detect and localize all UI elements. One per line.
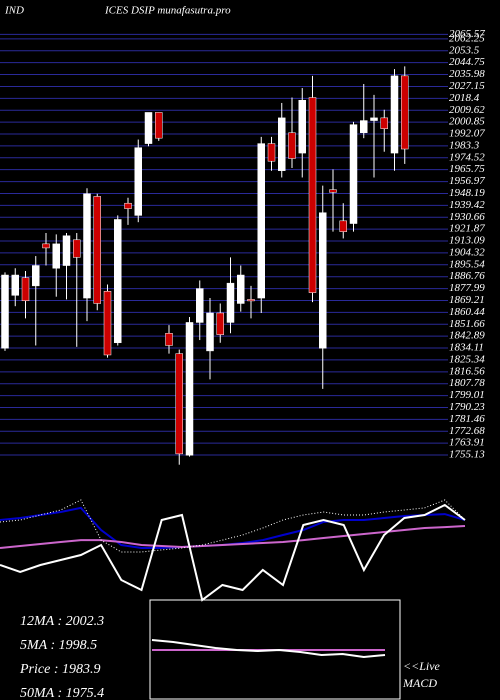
y-tick-label: 2053.5 xyxy=(449,44,480,56)
candle-body xyxy=(226,282,235,323)
y-tick-label: 1860.44 xyxy=(449,306,485,318)
y-tick-label: 2018.4 xyxy=(449,92,480,104)
candle-body xyxy=(124,202,132,209)
candle-body xyxy=(196,288,204,323)
candle-body xyxy=(185,322,194,456)
candle-body xyxy=(257,143,265,299)
y-tick-label: 2000.85 xyxy=(449,116,485,128)
y-tick-label: 1992.07 xyxy=(449,128,485,140)
candle-body xyxy=(247,299,255,302)
y-tick-label: 1834.11 xyxy=(449,342,484,354)
y-tick-label: 1755.13 xyxy=(449,449,485,461)
candle-body xyxy=(21,277,30,302)
y-tick-label: 1913.09 xyxy=(449,235,485,247)
y-tick-label: 1781.46 xyxy=(449,413,485,425)
candle-body xyxy=(52,243,60,269)
candle-body xyxy=(319,212,327,349)
candle-body xyxy=(42,243,50,249)
candle-body xyxy=(329,189,337,193)
y-tick-label: 2009.62 xyxy=(449,104,485,116)
candle-body xyxy=(144,112,153,144)
y-tick-label: 1939.42 xyxy=(449,199,485,211)
y-tick-label: 2027.15 xyxy=(449,80,485,92)
candle-body xyxy=(360,120,368,134)
y-tick-label: 1921.87 xyxy=(449,223,485,235)
candle-body xyxy=(278,117,286,171)
y-tick-label: 1974.52 xyxy=(449,151,485,163)
candle-body xyxy=(155,112,163,139)
y-tick-label: 1825.34 xyxy=(449,353,485,365)
candle-body xyxy=(165,333,173,346)
y-tick-label: 1807.78 xyxy=(449,377,485,389)
candle-body xyxy=(83,193,91,299)
candle-body xyxy=(103,291,112,356)
candle-body xyxy=(134,147,142,216)
candle-body xyxy=(1,274,9,349)
candle-body xyxy=(349,124,358,224)
y-tick-label: 1895.54 xyxy=(449,258,485,270)
y-tick-label: 1930.66 xyxy=(449,211,485,223)
candle-body xyxy=(114,219,122,344)
candle-body xyxy=(390,75,399,154)
y-tick-label: 1799.01 xyxy=(449,389,485,401)
y-tick-label: 1904.32 xyxy=(449,246,485,258)
chart-title: ICES DSIP munafasutra.pro xyxy=(104,5,231,17)
y-tick-label: 1956.97 xyxy=(449,175,485,187)
candle-body xyxy=(11,274,19,296)
y-tick-label: 1877.99 xyxy=(449,282,485,294)
candle-body xyxy=(62,235,71,266)
y-tick-label: 1790.23 xyxy=(449,401,485,413)
ma-label: 50MA : 1975.4 xyxy=(20,686,104,700)
candle-body xyxy=(370,117,378,121)
macd-label: MACD xyxy=(402,676,437,690)
indicator-line xyxy=(0,503,466,602)
candle-body xyxy=(308,97,317,293)
ma-label: Price : 1983.9 xyxy=(19,662,100,677)
y-tick-label: 1965.75 xyxy=(449,163,485,175)
y-tick-label: 1869.21 xyxy=(449,294,485,306)
y-tick-label: 1851.66 xyxy=(449,318,485,330)
candle-body xyxy=(216,312,224,335)
candle-body xyxy=(237,274,245,304)
y-tick-label: 1948.19 xyxy=(449,187,485,199)
candle-body xyxy=(206,312,214,352)
candle-body xyxy=(339,220,347,232)
y-tick-label: 1816.56 xyxy=(449,365,485,377)
ma-label: 5MA : 1998.5 xyxy=(20,638,97,653)
candle-body xyxy=(73,239,81,258)
candle-body xyxy=(175,353,183,455)
macd-label: <<Live xyxy=(403,659,441,673)
candle-body xyxy=(288,132,296,159)
candle-body xyxy=(401,75,409,150)
y-tick-label: 2035.98 xyxy=(449,68,485,80)
y-tick-label: 2062.25 xyxy=(449,32,485,44)
y-tick-label: 1886.76 xyxy=(449,270,485,282)
candle-body xyxy=(267,143,276,162)
candle-body xyxy=(32,265,40,287)
ma-label: 12MA : 2002.3 xyxy=(20,614,104,629)
y-tick-label: 2065.57 xyxy=(449,28,485,40)
y-tick-label: 1983.3 xyxy=(449,139,480,151)
candle-body xyxy=(380,117,388,129)
indicator-line xyxy=(151,639,386,659)
chart-title: IND xyxy=(4,5,24,17)
candle-body xyxy=(93,196,101,304)
candle-body xyxy=(298,99,306,154)
y-tick-label: 1842.89 xyxy=(449,330,485,342)
y-tick-label: 1772.68 xyxy=(449,425,485,437)
y-tick-label: 1763.91 xyxy=(449,437,485,449)
y-tick-label: 2044.75 xyxy=(449,56,485,68)
